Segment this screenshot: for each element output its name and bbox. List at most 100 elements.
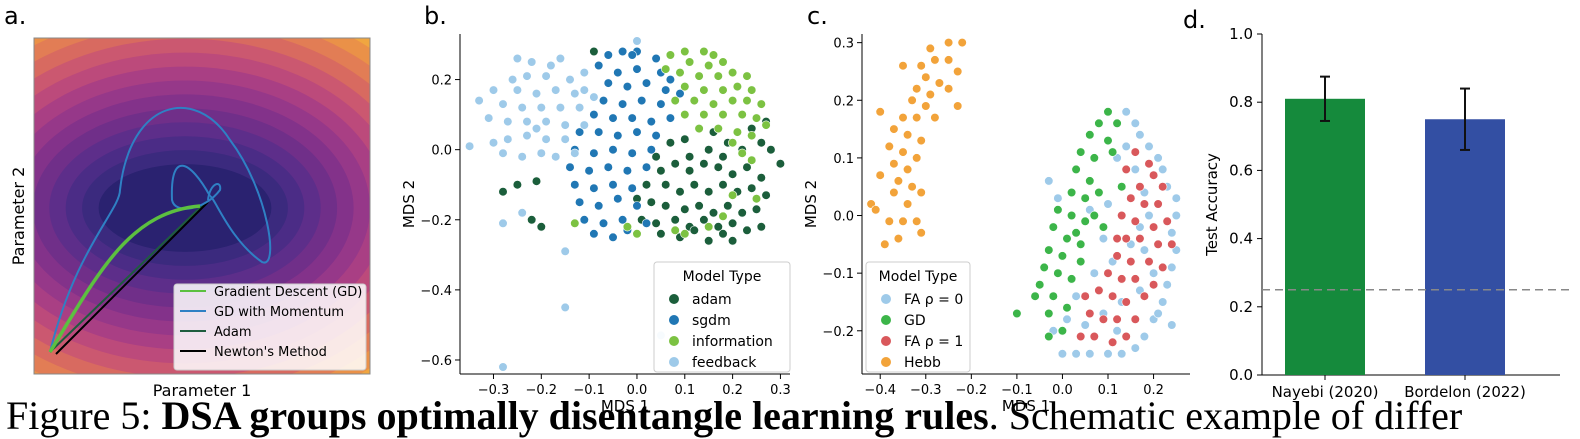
panel-c-label: c.: [807, 2, 828, 30]
data-point: [517, 102, 527, 113]
data-point: [1035, 280, 1045, 290]
data-point: [589, 183, 599, 193]
y-axis-label: MDS 2: [802, 180, 820, 228]
data-point: [1158, 182, 1168, 192]
data-point: [727, 67, 738, 78]
data-point: [680, 204, 690, 214]
data-point: [522, 71, 532, 81]
x-tick-label: −0.1: [573, 383, 605, 398]
data-point: [541, 116, 551, 127]
data-point: [498, 187, 508, 197]
data-point: [727, 190, 738, 200]
data-point: [579, 85, 589, 95]
data-point: [484, 113, 494, 123]
data-point: [632, 229, 642, 239]
data-point: [727, 169, 738, 179]
data-point: [1030, 291, 1040, 301]
data-point: [627, 148, 637, 158]
data-point: [589, 229, 599, 239]
data-point: [1135, 130, 1145, 140]
x-tick-label: 0.1: [674, 383, 695, 398]
data-point: [651, 131, 661, 141]
legend-title: Model Type: [683, 269, 762, 285]
data-point: [1048, 291, 1058, 301]
data-point: [704, 60, 714, 71]
data-point: [694, 201, 704, 211]
legend-entry: GD: [904, 313, 926, 329]
data-point: [689, 225, 699, 235]
legend-entry: FA ρ = 0: [904, 292, 963, 308]
data-point: [756, 222, 766, 232]
data-point: [761, 190, 771, 200]
data-point: [656, 99, 666, 109]
data-point: [1085, 130, 1095, 140]
data-point: [1089, 268, 1099, 278]
data-point: [953, 66, 963, 77]
data-point: [603, 78, 613, 88]
y-tick-label: 0.4: [1229, 230, 1253, 248]
data-point: [680, 46, 690, 57]
data-point: [536, 102, 546, 113]
data-point: [1117, 349, 1127, 359]
y-tick-label: −0.4: [420, 284, 452, 299]
data-point: [555, 102, 566, 113]
data-point: [1062, 314, 1072, 324]
data-point: [498, 148, 508, 158]
data-point: [921, 72, 931, 82]
data-point: [1103, 199, 1113, 209]
x-tick-label: −0.1: [1001, 383, 1033, 398]
data-point: [1080, 216, 1090, 226]
data-point: [708, 99, 719, 109]
data-point: [718, 109, 728, 120]
data-point: [560, 120, 570, 130]
trajectory-line: [55, 201, 209, 355]
data-point: [613, 67, 623, 78]
data-point: [1107, 147, 1118, 157]
legend-marker: [669, 315, 679, 325]
data-point: [594, 127, 604, 137]
data-point: [884, 141, 894, 151]
data-point: [889, 124, 899, 134]
data-point: [727, 236, 738, 246]
data-point: [751, 113, 762, 123]
x-tick-label: 0.2: [1143, 383, 1164, 398]
data-point: [622, 222, 633, 232]
data-point: [1066, 210, 1077, 221]
y-tick-label: 0.0: [431, 144, 452, 159]
legend-box: [653, 261, 791, 373]
data-point: [1153, 153, 1163, 163]
y-tick-label: 0.1: [833, 152, 854, 167]
legend-entry: Hebb: [904, 355, 941, 371]
data-point: [651, 53, 661, 64]
data-point: [898, 147, 908, 157]
data-point: [1112, 118, 1122, 128]
panel-b-label: b.: [424, 2, 447, 30]
data-point: [742, 162, 752, 172]
data-point: [925, 89, 935, 100]
data-point: [570, 218, 580, 228]
data-point: [632, 64, 642, 74]
legend-marker: [881, 336, 891, 346]
data-point: [737, 109, 747, 120]
y-tick-label: −0.2: [822, 325, 854, 340]
data-point: [522, 116, 532, 127]
x-tick-label: −0.2: [526, 383, 558, 398]
legend-marker: [669, 357, 679, 367]
data-point: [589, 148, 599, 158]
data-point: [512, 85, 523, 95]
data-point: [637, 95, 647, 106]
data-point: [670, 215, 680, 225]
data-point: [747, 131, 757, 141]
data-point: [880, 239, 890, 249]
panel-d-bar-chart: d. 0.0 0.2 0.4 0.6 0.8 1.0 Test Accuracy Nayebi…: [1183, 6, 1570, 401]
data-point: [589, 46, 599, 57]
data-point: [898, 216, 908, 226]
data-point: [699, 46, 709, 57]
data-point: [943, 37, 954, 48]
data-point: [617, 215, 628, 225]
data-point: [747, 155, 757, 165]
data-point: [531, 176, 542, 186]
x-tick-label: Nayebi (2020): [1272, 383, 1379, 401]
data-point: [699, 215, 709, 225]
data-point: [560, 134, 570, 144]
